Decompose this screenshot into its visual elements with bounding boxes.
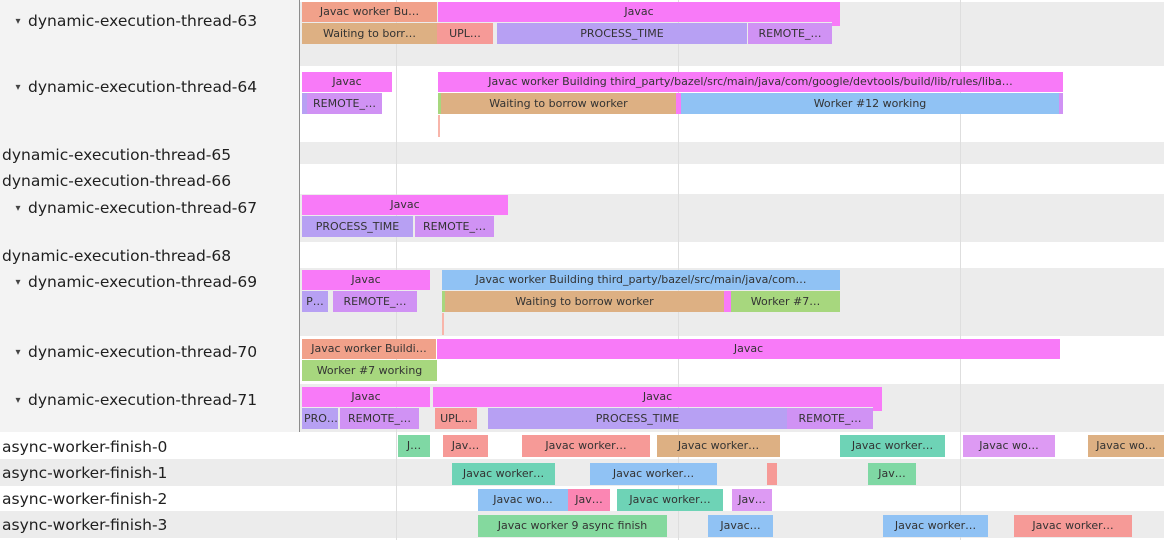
trace-slice[interactable]: PROCESS_TIME [497, 23, 747, 44]
track-label-dynamic-execution-thread-63[interactable]: ▾ dynamic-execution-thread-63 [8, 12, 257, 30]
track-label-text: dynamic-execution-thread-71 [28, 391, 258, 409]
sidebar-panel [0, 0, 300, 432]
track-label-text: dynamic-execution-thread-67 [28, 199, 258, 217]
trace-slice[interactable]: Javac worker… [840, 435, 945, 457]
trace-slice[interactable] [724, 291, 731, 312]
trace-slice[interactable]: REMOTE_… [307, 93, 382, 114]
trace-slice[interactable] [302, 93, 307, 114]
trace-flow-tick [438, 115, 440, 137]
trace-slice[interactable] [873, 407, 882, 411]
trace-slice[interactable]: UPL… [437, 23, 493, 44]
collapse-triangle-icon[interactable]: ▾ [15, 82, 21, 93]
track-label-dynamic-execution-thread-67[interactable]: ▾ dynamic-execution-thread-67 [8, 199, 257, 217]
trace-slice[interactable]: Worker #12 working [681, 93, 1059, 114]
trace-slice[interactable]: Jav… [568, 489, 610, 511]
collapse-triangle-icon[interactable]: ▾ [15, 395, 21, 406]
trace-slice[interactable]: Javac [302, 195, 508, 215]
track-label-text: dynamic-execution-thread-63 [28, 12, 258, 30]
trace-slice[interactable]: REMOTE_… [748, 23, 832, 44]
track-label-dynamic-execution-thread-69[interactable]: ▾ dynamic-execution-thread-69 [8, 273, 257, 291]
track-label-dynamic-execution-thread-68[interactable]: dynamic-execution-thread-68 [2, 247, 231, 265]
trace-slice[interactable] [1059, 93, 1063, 114]
track-label-text: dynamic-execution-thread-68 [2, 247, 232, 265]
trace-slice[interactable]: Javac worker Bu… [302, 2, 437, 22]
track-label-text: dynamic-execution-thread-64 [28, 78, 258, 96]
trace-slice[interactable]: Jav… [443, 435, 488, 457]
trace-slice[interactable]: P… [302, 291, 328, 312]
trace-slice[interactable]: REMOTE_… [333, 291, 417, 312]
trace-slice[interactable]: Javac worker… [883, 515, 988, 537]
track-label-text: dynamic-execution-thread-70 [28, 343, 258, 361]
trace-slice[interactable]: Javac [433, 387, 882, 407]
trace-slice[interactable] [438, 93, 442, 114]
trace-slice[interactable]: Javac worker 9 async finish [478, 515, 667, 537]
trace-flow-tick [442, 313, 444, 335]
trace-slice[interactable]: Javac worker Building third_party/bazel/… [442, 270, 840, 290]
trace-slice[interactable]: J… [398, 435, 430, 457]
trace-slice[interactable]: Jav… [868, 463, 916, 485]
track-label-text: dynamic-execution-thread-65 [2, 146, 232, 164]
trace-slice[interactable] [767, 463, 777, 485]
track-label-async-worker-finish-3[interactable]: async-worker-finish-3 [2, 516, 167, 534]
trace-slice[interactable]: Javac worker Buildi… [302, 339, 436, 359]
trace-slice[interactable]: Jav… [732, 489, 772, 511]
track-label-dynamic-execution-thread-65[interactable]: dynamic-execution-thread-65 [2, 146, 231, 164]
trace-slice[interactable]: Javac [438, 2, 840, 22]
trace-slice[interactable]: REMOTE_… [340, 408, 419, 429]
trace-slice[interactable]: Javac [437, 339, 1060, 359]
trace-slice[interactable]: UPL… [435, 408, 477, 429]
track-label-text: async-worker-finish-0 [2, 438, 168, 456]
trace-slice[interactable]: Javac worker… [657, 435, 780, 457]
trace-slice[interactable]: Javac [302, 387, 430, 407]
track-label-text: async-worker-finish-2 [2, 490, 168, 508]
timeline-gridline [960, 0, 961, 540]
trace-slice[interactable]: Worker #7 working [302, 360, 437, 381]
trace-slice[interactable]: Javac worker Building third_party/bazel/… [438, 72, 1063, 92]
trace-slice[interactable]: PROCESS_TIME [302, 216, 413, 237]
trace-slice[interactable] [676, 93, 681, 114]
track-band [300, 142, 1164, 164]
trace-slice[interactable]: Waiting to borrow worker [441, 93, 676, 114]
trace-slice[interactable] [442, 291, 446, 312]
trace-slice[interactable]: Javac worker… [1014, 515, 1132, 537]
collapse-triangle-icon[interactable]: ▾ [15, 277, 21, 288]
trace-slice[interactable]: Waiting to borr… [302, 23, 437, 44]
track-label-text: async-worker-finish-3 [2, 516, 168, 534]
trace-slice[interactable]: Javac worker… [452, 463, 555, 485]
track-label-text: dynamic-execution-thread-66 [2, 172, 232, 190]
track-band [0, 459, 1164, 486]
track-label-async-worker-finish-2[interactable]: async-worker-finish-2 [2, 490, 167, 508]
track-label-dynamic-execution-thread-70[interactable]: ▾ dynamic-execution-thread-70 [8, 343, 257, 361]
trace-slice[interactable]: Javac [302, 72, 392, 92]
track-label-text: async-worker-finish-1 [2, 464, 168, 482]
trace-slice[interactable]: Javac wo… [1088, 435, 1164, 457]
trace-slice[interactable]: Javac worker… [522, 435, 650, 457]
trace-slice[interactable]: Javac wo… [963, 435, 1055, 457]
track-label-async-worker-finish-1[interactable]: async-worker-finish-1 [2, 464, 167, 482]
trace-slice[interactable]: Javac worker… [617, 489, 723, 511]
trace-slice[interactable]: PRO… [302, 408, 338, 429]
trace-slice[interactable]: REMOTE_… [787, 408, 873, 429]
trace-slice[interactable]: Javac [302, 270, 430, 290]
track-label-dynamic-execution-thread-71[interactable]: ▾ dynamic-execution-thread-71 [8, 391, 257, 409]
collapse-triangle-icon[interactable]: ▾ [15, 203, 21, 214]
track-label-text: dynamic-execution-thread-69 [28, 273, 258, 291]
trace-slice[interactable] [832, 22, 840, 26]
trace-slice[interactable]: PROCESS_TIME [488, 408, 787, 429]
trace-slice[interactable]: Javac worker… [590, 463, 717, 485]
collapse-triangle-icon[interactable]: ▾ [15, 347, 21, 358]
track-label-dynamic-execution-thread-66[interactable]: dynamic-execution-thread-66 [2, 172, 231, 190]
trace-slice[interactable]: Worker #7… [731, 291, 840, 312]
trace-slice[interactable]: REMOTE_… [415, 216, 494, 237]
collapse-triangle-icon[interactable]: ▾ [15, 16, 21, 27]
sidebar-divider [299, 0, 300, 432]
trace-slice[interactable]: Javac… [708, 515, 773, 537]
trace-slice[interactable]: Waiting to borrow worker [445, 291, 724, 312]
track-label-dynamic-execution-thread-64[interactable]: ▾ dynamic-execution-thread-64 [8, 78, 257, 96]
trace-slice[interactable]: Javac wo… [478, 489, 568, 511]
track-label-async-worker-finish-0[interactable]: async-worker-finish-0 [2, 438, 167, 456]
